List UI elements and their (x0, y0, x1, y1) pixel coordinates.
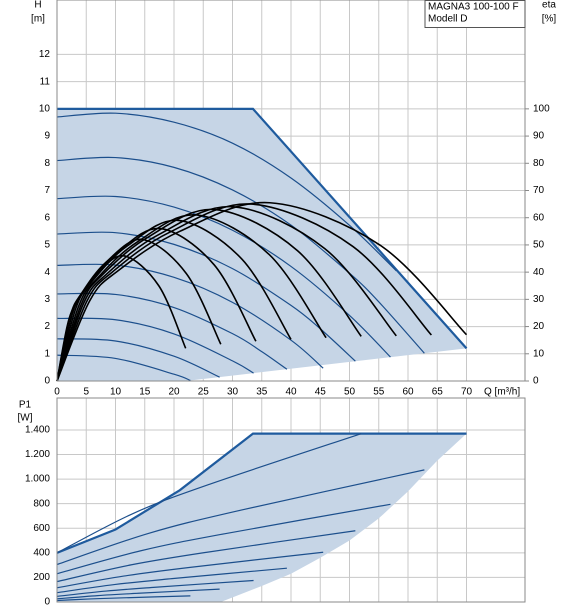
speed-curve (56, 469, 425, 566)
y-tick-label: 1.200 (25, 449, 50, 460)
speed-curve (56, 433, 362, 554)
plot-layer: 0 5 10 15 20 25 30 35 40 45 50 55 60 65 70012345678910… (25, 0, 550, 608)
x-tick-label: 55 (373, 387, 385, 398)
x-tick-label: 40 (285, 387, 297, 398)
y2-tick-label: 40 (533, 267, 545, 278)
operating-area (57, 108, 467, 381)
y-tick-label: 2 (44, 321, 50, 332)
x-tick-label: 35 (256, 387, 268, 398)
speed-curve (56, 195, 391, 358)
speed-curve (56, 112, 397, 272)
y-tick-label: 8 (44, 158, 50, 169)
efficiency-curve (56, 227, 257, 382)
y-label: P1 (19, 400, 32, 411)
y2-label: eta (542, 0, 556, 11)
x-label: Q [m³/h] (484, 387, 520, 398)
y-unit: [W] (18, 413, 33, 424)
speed-curve (56, 579, 254, 597)
y2-unit: [%] (542, 14, 557, 25)
y-tick-label: 6 (44, 212, 50, 223)
y-tick-label: 1.000 (25, 474, 50, 485)
x-tick-label: 45 (315, 387, 327, 398)
speed-curve (56, 588, 220, 600)
efficiency-curve (56, 219, 292, 382)
y-label: H (34, 0, 41, 11)
speed-curve (56, 317, 254, 374)
x-tick-label: 25 (198, 387, 210, 398)
x-tick-label: 30 (227, 387, 239, 398)
y-tick-label: 0 (44, 597, 50, 608)
x-tick-label: 15 (139, 387, 151, 398)
y-tick-label: 1 (44, 348, 50, 359)
speed-curve (56, 503, 391, 575)
y-tick-label: 800 (33, 498, 50, 509)
efficiency-curve (56, 214, 327, 382)
plot-frame (56, 0, 526, 382)
speed-curve (56, 551, 324, 589)
y2-tick-label: 80 (533, 158, 545, 169)
x-tick-label: 60 (402, 387, 414, 398)
y-tick-label: 600 (33, 523, 50, 534)
y2-tick-label: 30 (533, 294, 545, 305)
speed-curve (56, 156, 425, 354)
plot-frame (56, 397, 526, 603)
efficiency-curve (56, 205, 397, 382)
y-tick-label: 5 (44, 240, 50, 251)
x-tick-label: 50 (344, 387, 356, 398)
y2-tick-label: 60 (533, 212, 545, 223)
y-tick-label: 200 (33, 572, 50, 583)
y2-tick-label: 50 (533, 240, 545, 251)
y-unit: [m] (31, 14, 45, 25)
annotation: Modell D (428, 14, 467, 25)
y-tick-label: 12 (39, 49, 51, 60)
speed-curve (56, 530, 356, 583)
y-tick-label: 4 (44, 267, 50, 278)
y2-tick-label: 90 (533, 131, 545, 142)
x-tick-label: 0 (54, 387, 60, 398)
y-tick-label: 0 (44, 376, 50, 387)
annotation: MAGNA3 100-100 F (428, 2, 519, 13)
y-tick-label: 400 (33, 547, 50, 558)
y2-tick-label: 10 (533, 348, 545, 359)
y-tick-label: 11 (40, 76, 51, 87)
x-tick-label: 70 (461, 387, 473, 398)
y2-tick-label: 20 (533, 321, 545, 332)
speed-curve (56, 595, 191, 602)
annotation-box (424, 0, 526, 28)
y-tick-label: 7 (44, 185, 50, 196)
y-tick-label: 1.400 (25, 425, 50, 436)
y-tick-label: 9 (44, 131, 50, 142)
x-tick-label: 20 (168, 387, 180, 398)
y2-tick-label: 0 (533, 376, 539, 387)
max-curve (57, 107, 468, 350)
efficiency-curve (56, 208, 362, 382)
speed-curve (56, 354, 191, 382)
max-curve (56, 432, 467, 554)
speed-curve (56, 567, 287, 594)
efficiency-curve (56, 201, 468, 382)
y-tick-label: 10 (39, 103, 51, 114)
y-tick-label: 3 (44, 294, 50, 305)
x-tick-label: 10 (110, 387, 122, 398)
x-tick-label: 65 (432, 387, 444, 398)
y2-tick-label: 70 (533, 185, 545, 196)
speed-curve (56, 338, 220, 378)
efficiency-curve (56, 203, 432, 382)
speed-curve (56, 292, 288, 370)
x-tick-label: 5 (83, 387, 89, 398)
y2-tick-label: 100 (533, 103, 550, 114)
